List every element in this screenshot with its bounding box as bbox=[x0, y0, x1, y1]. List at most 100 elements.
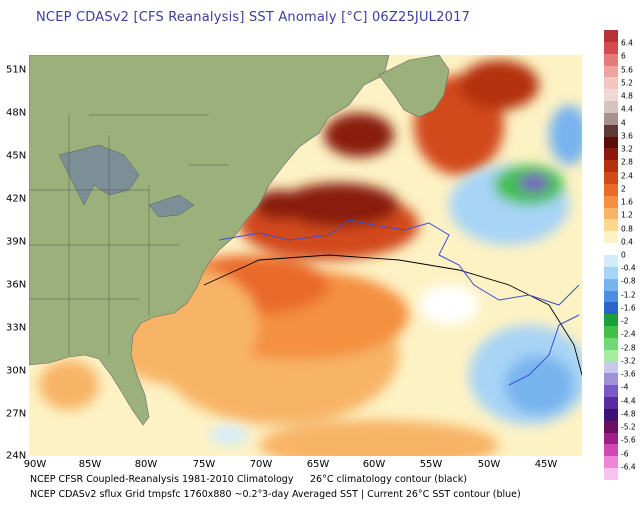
colorbar-cell bbox=[604, 255, 618, 268]
newfoundland-land bbox=[378, 55, 450, 118]
colorbar-label: 6 bbox=[621, 51, 626, 61]
y-tick-39n: 39N bbox=[6, 236, 27, 248]
colorbar-cell bbox=[604, 314, 618, 327]
cool-anomaly-field bbox=[209, 105, 582, 445]
colorbar-label: 4.8 bbox=[621, 91, 633, 101]
colorbar-label: 4.4 bbox=[621, 104, 633, 114]
colorbar-cell bbox=[604, 349, 618, 363]
land-masses bbox=[29, 55, 450, 426]
colorbar-label: -5.2 bbox=[621, 422, 636, 432]
colorbar-cell bbox=[604, 195, 618, 209]
y-tick-30n: 30N bbox=[6, 365, 27, 377]
colorbar-cell bbox=[604, 30, 618, 43]
colorbar-label: -2 bbox=[621, 316, 629, 326]
colorbar-label: -4.4 bbox=[621, 396, 636, 406]
colorbar-label: -0.4 bbox=[621, 263, 636, 273]
colorbar-label: -6.4 bbox=[621, 462, 636, 472]
colorbar-cell bbox=[604, 456, 618, 469]
colorbar-label: 2.4 bbox=[621, 171, 633, 181]
y-tick-48n: 48N bbox=[6, 107, 27, 119]
x-tick-75w: 75W bbox=[192, 459, 216, 470]
colorbar-label: 6.4 bbox=[621, 38, 633, 48]
colorbar-label: 5.2 bbox=[621, 78, 633, 88]
y-tick-33n: 33N bbox=[6, 322, 27, 334]
colorbar-cell bbox=[604, 266, 618, 280]
colorbar-label: -6 bbox=[621, 449, 629, 459]
colorbar bbox=[604, 30, 618, 481]
colorbar-cell bbox=[604, 373, 618, 386]
colorbar-label: 1.6 bbox=[621, 197, 633, 207]
colorbar-label: 0.8 bbox=[621, 224, 633, 234]
climatology-26c-contour bbox=[203, 254, 582, 376]
y-tick-51n: 51N bbox=[6, 64, 27, 76]
colorbar-label: 5.6 bbox=[621, 65, 633, 75]
x-tick-65w: 65W bbox=[306, 459, 330, 470]
colorbar-cell bbox=[604, 183, 618, 197]
colorbar-cell bbox=[604, 420, 618, 434]
colorbar-label: 3.2 bbox=[621, 144, 633, 154]
colorbar-cell bbox=[604, 112, 618, 126]
colorbar-label: -4.8 bbox=[621, 409, 636, 419]
colorbar-label: -3.2 bbox=[621, 356, 636, 366]
colorbar-cell bbox=[604, 397, 618, 410]
footer-current-contour: 3-day Averaged SST | Current 26°C SST co… bbox=[262, 489, 521, 500]
colorbar-cell bbox=[604, 361, 618, 374]
colorbar-cell bbox=[604, 53, 618, 66]
colorbar-cell bbox=[604, 468, 618, 481]
colorbar-label: -1.6 bbox=[621, 303, 636, 313]
colorbar-cell bbox=[604, 77, 618, 90]
great-lakes bbox=[58, 144, 195, 218]
colorbar-label: 2 bbox=[621, 184, 626, 194]
colorbar-cell bbox=[604, 124, 618, 138]
colorbar-cell bbox=[604, 89, 618, 102]
colorbar-label: 2.8 bbox=[621, 157, 633, 167]
colorbar-cell bbox=[604, 172, 618, 185]
x-tick-50w: 50W bbox=[477, 459, 501, 470]
x-tick-70w: 70W bbox=[249, 459, 273, 470]
colorbar-cell bbox=[604, 101, 618, 114]
colorbar-label: 1.2 bbox=[621, 210, 633, 220]
colorbar-cell bbox=[604, 337, 618, 351]
colorbar-cell bbox=[604, 432, 618, 445]
colorbar-cell bbox=[604, 231, 618, 244]
colorbar-cell bbox=[604, 136, 618, 149]
colorbar-label: -1.2 bbox=[621, 290, 636, 300]
colorbar-label: -3.6 bbox=[621, 369, 636, 379]
y-tick-24n: 24N bbox=[6, 450, 27, 462]
y-tick-36n: 36N bbox=[6, 279, 27, 291]
colorbar-cell bbox=[604, 290, 618, 303]
x-tick-55w: 55W bbox=[419, 459, 443, 470]
colorbar-cell bbox=[604, 385, 618, 398]
colorbar-cell bbox=[604, 65, 618, 78]
colorbar-label: 0.4 bbox=[621, 237, 633, 247]
y-tick-27n: 27N bbox=[6, 408, 27, 420]
colorbar-cell bbox=[604, 243, 618, 256]
colorbar-cell bbox=[604, 278, 618, 291]
x-tick-80w: 80W bbox=[134, 459, 158, 470]
colorbar-cell bbox=[604, 302, 618, 315]
colorbar-cell bbox=[604, 444, 618, 457]
current-26c-contour bbox=[218, 219, 580, 386]
footer-climatology: NCEP CFSR Coupled-Reanalysis 1981-2010 C… bbox=[30, 474, 294, 485]
colorbar-cell bbox=[604, 326, 618, 339]
colorbar-label: -5.6 bbox=[621, 435, 636, 445]
footer-climatology-contour: 26°C climatology contour (black) bbox=[310, 474, 467, 485]
x-tick-60w: 60W bbox=[362, 459, 386, 470]
colorbar-cell bbox=[604, 41, 618, 55]
north-america-land bbox=[29, 55, 390, 426]
colorbar-cell bbox=[604, 219, 618, 232]
map-title: NCEP CDASv2 [CFS Reanalysis] SST Anomaly… bbox=[36, 10, 471, 25]
colorbar-label: -4 bbox=[621, 382, 629, 392]
colorbar-cell bbox=[604, 408, 618, 422]
colorbar-cell bbox=[604, 148, 618, 161]
x-tick-90w: 90W bbox=[23, 459, 47, 470]
x-tick-45w: 45W bbox=[534, 459, 558, 470]
colorbar-label: 0 bbox=[621, 250, 626, 260]
state-borders bbox=[29, 114, 229, 355]
colorbar-label: -2.4 bbox=[621, 329, 636, 339]
colorbar-label: 3.6 bbox=[621, 131, 633, 141]
colorbar-cell bbox=[604, 160, 618, 173]
x-tick-85w: 85W bbox=[78, 459, 102, 470]
colorbar-label: -2.8 bbox=[621, 343, 636, 353]
footer-grid: NCEP CDASv2 sflux Grid tmpsfc 1760x880 ~… bbox=[30, 489, 263, 500]
